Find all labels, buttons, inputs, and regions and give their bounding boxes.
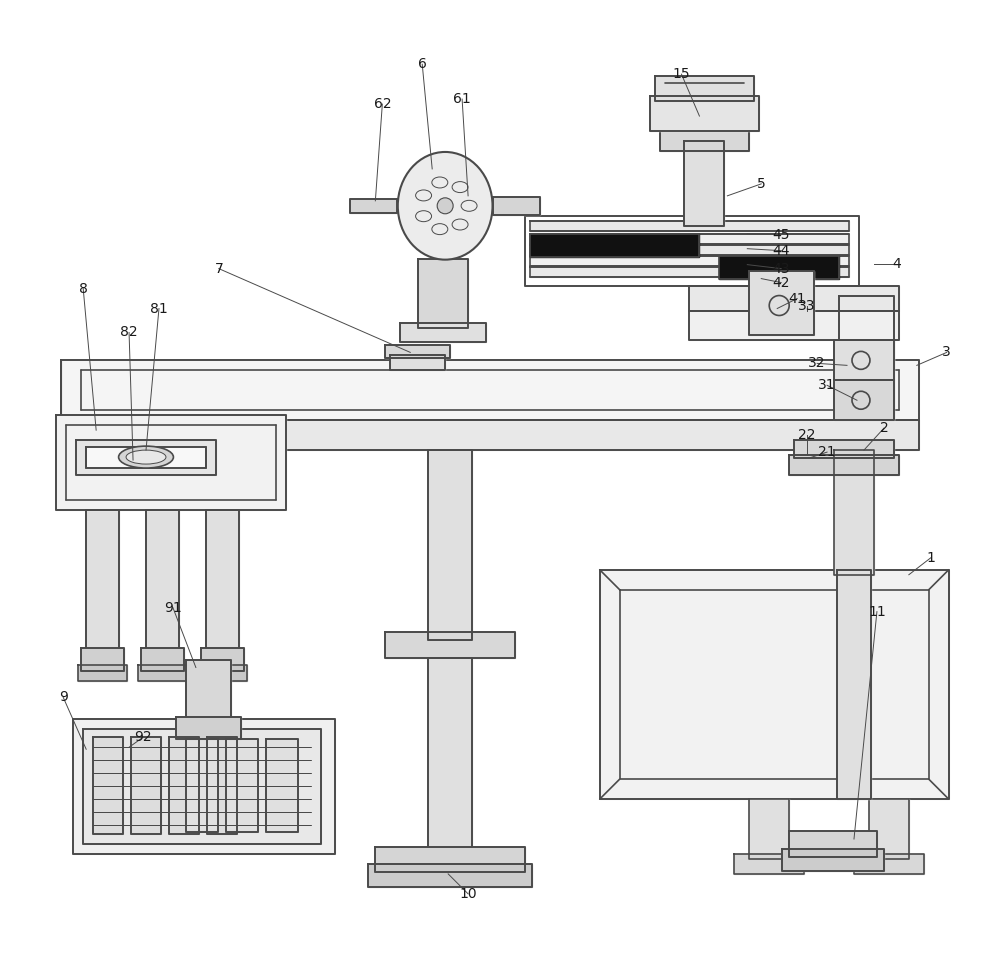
Polygon shape (689, 286, 899, 310)
Polygon shape (854, 854, 924, 874)
Text: 61: 61 (453, 92, 471, 106)
Text: 82: 82 (120, 326, 138, 339)
Polygon shape (734, 854, 804, 874)
Polygon shape (749, 800, 789, 859)
Polygon shape (530, 266, 849, 277)
Text: 62: 62 (374, 98, 391, 111)
Polygon shape (207, 737, 237, 834)
Polygon shape (368, 864, 532, 887)
Polygon shape (226, 739, 258, 832)
Polygon shape (198, 666, 247, 682)
Text: 11: 11 (868, 604, 886, 619)
Polygon shape (719, 255, 839, 279)
Polygon shape (385, 632, 515, 657)
Text: 15: 15 (673, 67, 690, 81)
Text: 2: 2 (880, 421, 888, 435)
Text: 1: 1 (926, 551, 935, 565)
Polygon shape (186, 739, 218, 832)
Polygon shape (206, 510, 239, 659)
Ellipse shape (126, 450, 166, 464)
Polygon shape (530, 245, 849, 254)
Circle shape (437, 198, 453, 214)
Polygon shape (530, 220, 849, 231)
Polygon shape (141, 647, 184, 672)
Polygon shape (794, 440, 894, 458)
Text: 45: 45 (772, 228, 790, 242)
Polygon shape (839, 295, 894, 420)
Polygon shape (266, 739, 298, 832)
Polygon shape (530, 234, 699, 256)
Polygon shape (655, 76, 754, 101)
Polygon shape (186, 659, 231, 724)
Text: 81: 81 (150, 301, 168, 316)
Polygon shape (56, 415, 286, 510)
Text: 44: 44 (772, 244, 790, 257)
Text: 42: 42 (772, 276, 790, 290)
Text: 41: 41 (788, 292, 806, 305)
Polygon shape (834, 450, 874, 574)
Text: 31: 31 (818, 378, 836, 392)
Polygon shape (61, 420, 919, 450)
Text: 33: 33 (798, 298, 816, 313)
Polygon shape (530, 234, 849, 244)
Polygon shape (86, 448, 206, 468)
Polygon shape (650, 97, 759, 131)
Polygon shape (76, 440, 216, 475)
Polygon shape (530, 255, 849, 265)
Polygon shape (138, 666, 187, 682)
Polygon shape (660, 126, 749, 151)
Polygon shape (400, 324, 486, 342)
Polygon shape (834, 380, 894, 420)
Ellipse shape (398, 152, 493, 259)
Polygon shape (385, 345, 450, 359)
Polygon shape (493, 197, 540, 214)
Polygon shape (869, 800, 909, 859)
Text: 43: 43 (772, 261, 790, 276)
Ellipse shape (119, 447, 173, 468)
Polygon shape (176, 718, 241, 739)
Polygon shape (169, 737, 199, 834)
Text: 91: 91 (164, 601, 182, 614)
Polygon shape (61, 361, 919, 420)
Polygon shape (428, 450, 472, 640)
Text: 10: 10 (459, 887, 477, 901)
Polygon shape (73, 720, 335, 854)
Text: 22: 22 (798, 428, 816, 442)
Polygon shape (789, 455, 899, 475)
Polygon shape (78, 666, 127, 682)
Text: 3: 3 (942, 345, 951, 360)
Polygon shape (146, 510, 179, 659)
Polygon shape (83, 729, 321, 844)
Text: 6: 6 (418, 58, 427, 71)
Polygon shape (428, 657, 472, 854)
Polygon shape (375, 847, 525, 872)
Polygon shape (93, 737, 123, 834)
Polygon shape (86, 510, 119, 659)
Text: 32: 32 (808, 356, 826, 370)
Polygon shape (782, 849, 884, 871)
Text: 5: 5 (757, 176, 766, 191)
Polygon shape (837, 569, 871, 800)
Polygon shape (834, 340, 894, 380)
Polygon shape (131, 737, 161, 834)
Polygon shape (684, 141, 724, 226)
Polygon shape (81, 647, 124, 672)
Polygon shape (689, 310, 899, 340)
Text: 8: 8 (79, 282, 88, 295)
Text: 92: 92 (134, 730, 152, 744)
Polygon shape (350, 199, 397, 213)
Polygon shape (600, 569, 949, 800)
Polygon shape (390, 355, 445, 370)
Polygon shape (418, 258, 468, 329)
Text: 4: 4 (892, 256, 901, 271)
Polygon shape (201, 647, 244, 672)
Text: 9: 9 (59, 690, 68, 704)
Text: 21: 21 (818, 446, 836, 459)
Polygon shape (749, 271, 814, 335)
Polygon shape (789, 831, 877, 857)
Text: 7: 7 (214, 261, 223, 276)
